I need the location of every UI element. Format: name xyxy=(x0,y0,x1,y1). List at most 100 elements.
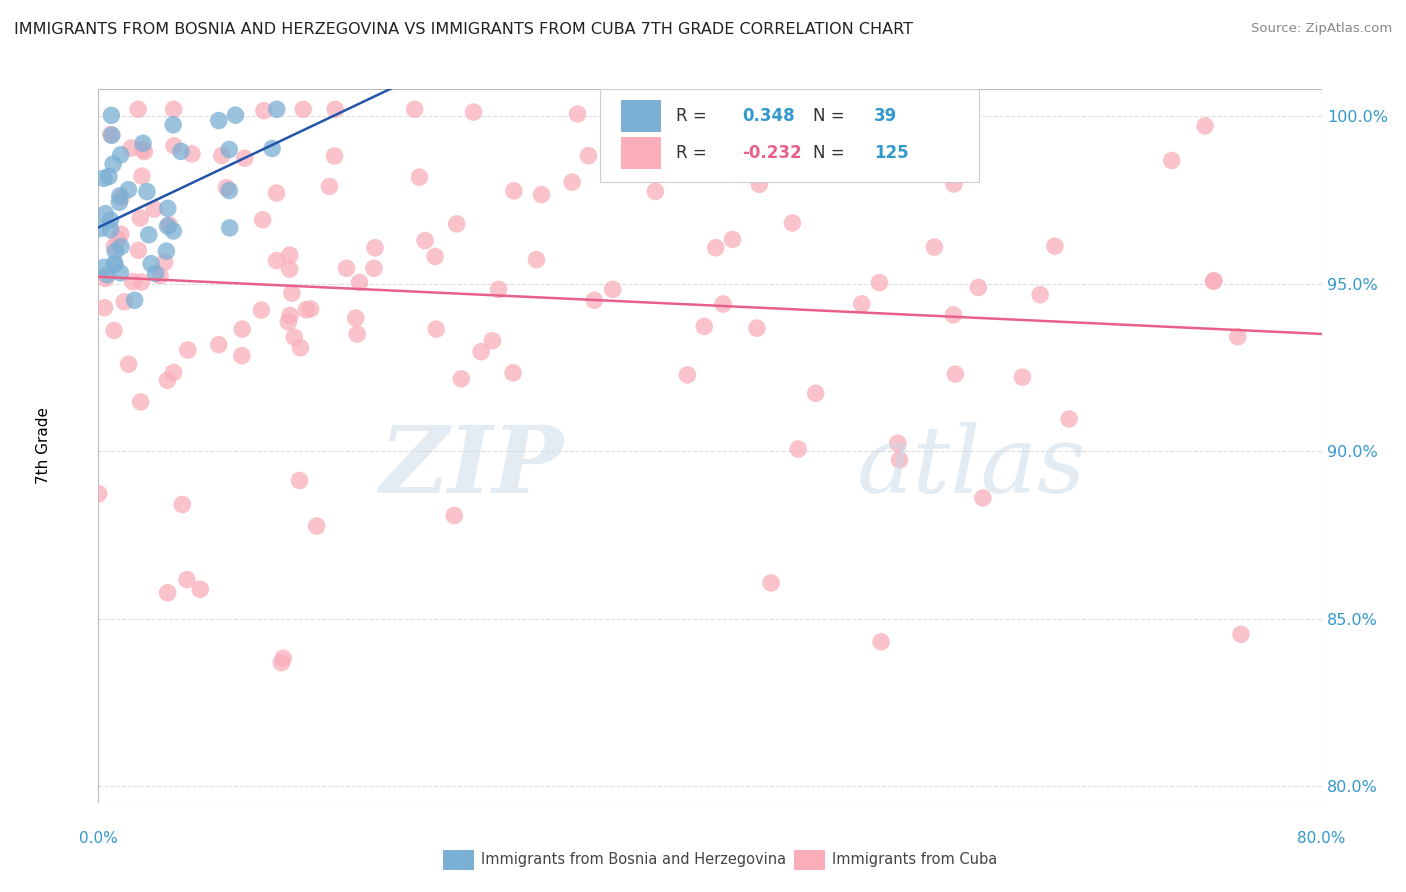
Point xyxy=(404,103,426,117)
Point xyxy=(644,185,666,199)
Point xyxy=(188,582,211,597)
Point xyxy=(711,297,734,311)
Point xyxy=(288,474,311,488)
Point xyxy=(1202,274,1225,288)
Point xyxy=(425,322,447,336)
Point xyxy=(131,275,153,289)
Point xyxy=(208,113,231,128)
Point xyxy=(218,220,240,235)
Point xyxy=(104,257,127,271)
Point xyxy=(143,202,166,216)
Point xyxy=(162,103,184,117)
Text: -0.232: -0.232 xyxy=(742,145,801,162)
Point xyxy=(211,148,233,162)
Point xyxy=(231,349,253,363)
FancyBboxPatch shape xyxy=(620,137,661,169)
Point xyxy=(292,103,315,117)
Text: N =: N = xyxy=(813,145,845,162)
Point xyxy=(346,327,368,342)
Point xyxy=(271,651,294,665)
Text: Immigrants from Cuba: Immigrants from Cuba xyxy=(832,853,998,867)
FancyBboxPatch shape xyxy=(600,89,979,182)
Text: R =: R = xyxy=(676,107,707,125)
Point xyxy=(408,170,430,185)
Point xyxy=(127,244,149,258)
Point xyxy=(108,189,131,203)
Point xyxy=(139,257,162,271)
Point xyxy=(503,184,526,198)
Point xyxy=(869,276,891,290)
Point xyxy=(924,240,946,254)
Point xyxy=(110,191,132,205)
Point xyxy=(156,586,179,600)
Point xyxy=(1194,119,1216,133)
Point xyxy=(567,107,589,121)
Point xyxy=(215,180,238,194)
Point xyxy=(443,508,465,523)
Point xyxy=(759,575,782,590)
Point xyxy=(208,337,231,351)
Text: IMMIGRANTS FROM BOSNIA AND HERZEGOVINA VS IMMIGRANTS FROM CUBA 7TH GRADE CORRELA: IMMIGRANTS FROM BOSNIA AND HERZEGOVINA V… xyxy=(14,22,912,37)
Point xyxy=(252,212,274,227)
Point xyxy=(145,267,167,281)
Point xyxy=(693,319,716,334)
Text: 7th Grade: 7th Grade xyxy=(37,408,51,484)
Point xyxy=(335,261,357,276)
Point xyxy=(721,232,744,246)
Point xyxy=(97,169,120,184)
Point xyxy=(889,452,911,467)
Point xyxy=(463,105,485,120)
Text: 0.0%: 0.0% xyxy=(79,831,118,846)
Point xyxy=(110,266,132,280)
Point xyxy=(94,207,117,221)
Point xyxy=(323,149,346,163)
Point xyxy=(1226,329,1249,343)
Text: R =: R = xyxy=(676,145,707,162)
Point xyxy=(277,315,299,329)
Point xyxy=(502,366,524,380)
Text: ZIP: ZIP xyxy=(380,423,564,512)
Point xyxy=(138,227,160,242)
Point xyxy=(176,573,198,587)
Point xyxy=(488,283,510,297)
Text: 80.0%: 80.0% xyxy=(1298,831,1346,846)
Point xyxy=(526,252,548,267)
Text: 39: 39 xyxy=(875,107,897,125)
Point xyxy=(163,138,186,153)
Point xyxy=(112,294,135,309)
Point xyxy=(344,311,367,326)
Point xyxy=(704,241,727,255)
Point xyxy=(262,141,284,155)
Point xyxy=(104,244,127,259)
Point xyxy=(278,248,301,262)
Point xyxy=(96,268,118,282)
Text: Source: ZipAtlas.com: Source: ZipAtlas.com xyxy=(1251,22,1392,36)
Point xyxy=(117,357,139,371)
Point xyxy=(349,276,371,290)
Point xyxy=(101,157,124,171)
Point xyxy=(218,184,240,198)
Point xyxy=(89,221,111,235)
Point xyxy=(423,249,446,263)
Point xyxy=(787,442,810,456)
Point xyxy=(153,255,176,269)
Point xyxy=(180,147,202,161)
Point xyxy=(295,302,318,317)
Point xyxy=(131,169,153,183)
Point xyxy=(450,372,472,386)
Point xyxy=(132,136,155,151)
Point xyxy=(87,487,110,501)
Point xyxy=(870,635,893,649)
Text: atlas: atlas xyxy=(856,423,1087,512)
Point xyxy=(943,177,966,191)
Point xyxy=(1029,287,1052,301)
Point xyxy=(156,202,179,216)
Point xyxy=(100,213,122,227)
Point xyxy=(129,211,152,225)
Point xyxy=(170,145,193,159)
Point xyxy=(290,341,312,355)
Point xyxy=(602,282,624,296)
Point xyxy=(122,275,145,289)
Point xyxy=(162,118,184,132)
Point xyxy=(1230,627,1253,641)
